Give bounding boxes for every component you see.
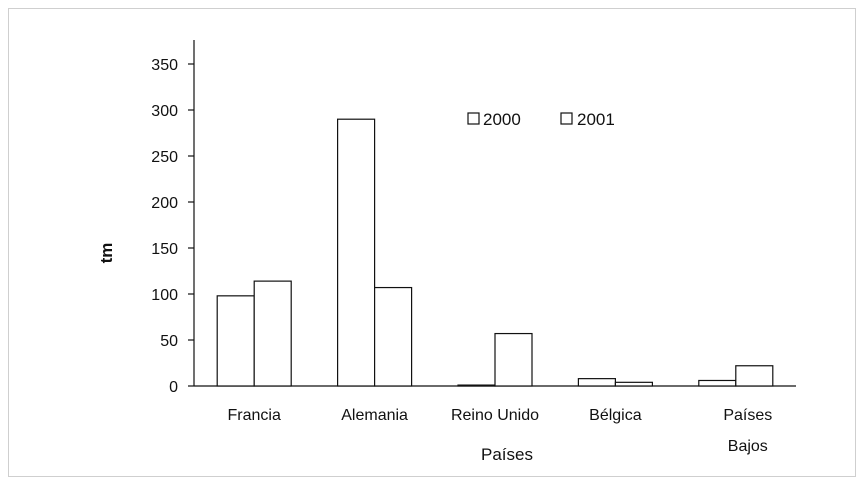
legend-label-2000: 2000 bbox=[483, 110, 521, 129]
y-tick-label: 100 bbox=[151, 287, 178, 304]
y-tick-label: 250 bbox=[151, 149, 178, 166]
legend-label-2001: 2001 bbox=[577, 110, 615, 129]
legend: 2000 2001 bbox=[467, 110, 615, 129]
y-axis-title: tm bbox=[97, 243, 116, 264]
x-tick-label: Países bbox=[723, 407, 772, 424]
y-tick-label: 350 bbox=[151, 57, 178, 74]
y-tick-label: 50 bbox=[160, 333, 178, 350]
bar-2001-2 bbox=[374, 286, 413, 387]
legend-swatch-2001 bbox=[560, 112, 573, 125]
bar-2000-3 bbox=[457, 384, 496, 387]
y-tick-label: 200 bbox=[151, 195, 178, 212]
y-tick-label: 0 bbox=[169, 379, 178, 396]
y-tick-label: 150 bbox=[151, 241, 178, 258]
legend-swatch-2000 bbox=[467, 112, 480, 125]
x-tick-label: Alemania bbox=[341, 407, 408, 424]
x-axis-title: Países bbox=[481, 445, 533, 464]
bars bbox=[216, 118, 774, 387]
x-tick-label: Reino Unido bbox=[451, 407, 539, 424]
x-tick-label-line2: Bajos bbox=[728, 438, 768, 455]
bar-2001-4 bbox=[614, 381, 654, 387]
bar-2000-4 bbox=[577, 378, 617, 387]
bar-2000-5 bbox=[698, 379, 737, 387]
labels: 0 50 100 150 200 250 300 350 Francia Alemania Rein… bbox=[151, 57, 772, 455]
chart-frame bbox=[8, 8, 856, 477]
y-tick-label: 300 bbox=[151, 103, 178, 120]
bar-2000-2 bbox=[337, 118, 376, 387]
x-tick-label: Francia bbox=[228, 407, 281, 424]
bar-2000-1 bbox=[216, 295, 255, 387]
bar-2001-1 bbox=[253, 280, 292, 387]
x-tick-label: Bélgica bbox=[589, 407, 642, 424]
bar-2001-3 bbox=[494, 332, 533, 387]
bar-2001-5 bbox=[735, 365, 774, 387]
